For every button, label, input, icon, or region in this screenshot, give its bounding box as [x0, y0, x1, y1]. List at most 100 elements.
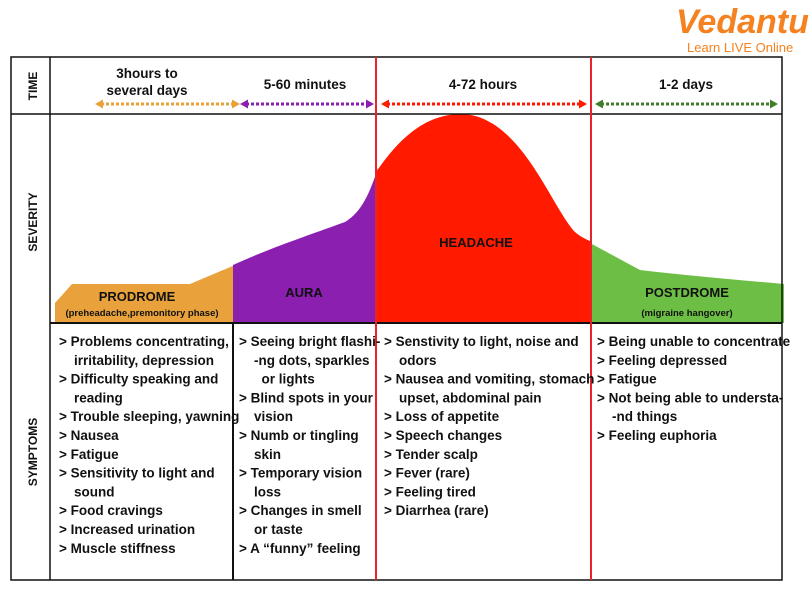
- symptom-line: or lights: [239, 372, 315, 387]
- symptom-line: sound: [59, 484, 115, 499]
- symptom-line: skin: [239, 447, 281, 462]
- time-label-postdrome: 1-2 days: [659, 77, 713, 92]
- symptom-item: > Problems concentrating, irritability, …: [59, 334, 229, 368]
- time-arrow-postdrome: [595, 99, 778, 109]
- outer-border: [10, 56, 783, 581]
- phase-title-headache: HEADACHE: [439, 235, 513, 250]
- symptom-item: > Feeling euphoria: [597, 428, 717, 443]
- symptom-item: > Difficulty speaking and reading: [59, 372, 218, 406]
- time-arrow-head-left: [595, 99, 603, 109]
- symptom-line: odors: [384, 353, 437, 368]
- symptom-item: > Nausea: [59, 428, 119, 443]
- symptom-item: > Increased urination: [59, 522, 195, 537]
- time-label-line: 1-2 days: [659, 77, 713, 92]
- symptom-line: > Feeling depressed: [597, 353, 727, 368]
- time-label-line: 5-60 minutes: [264, 77, 347, 92]
- symptom-line: > Blind spots in your: [239, 390, 374, 405]
- symptom-item: > Fatigue: [597, 372, 657, 387]
- symptom-line: > Senstivity to light, noise and: [384, 334, 579, 349]
- symptom-line: loss: [239, 484, 281, 499]
- symptom-line: > Food cravings: [59, 503, 163, 518]
- symptom-item: > Being unable to concentrate: [597, 334, 791, 349]
- vedantu-logo: Vedantu Learn LIVE Online: [676, 3, 809, 55]
- symptom-item: > Changes in smell or taste: [239, 503, 362, 537]
- symptom-line: > Problems concentrating,: [59, 334, 229, 349]
- symptom-item: > Trouble sleeping, yawning: [59, 409, 239, 424]
- symptom-item: > Tender scalp: [384, 447, 478, 462]
- symptom-item: > Diarrhea (rare): [384, 503, 489, 518]
- symptom-item: > Sensitivity to light and sound: [59, 466, 215, 500]
- symptom-line: > Seeing bright flashi-: [239, 334, 380, 349]
- symptom-line: > Changes in smell: [239, 503, 362, 518]
- symptom-list-postdrome: > Being unable to concentrate > Feeling d…: [597, 334, 791, 443]
- symptom-line: > Muscle stiffness: [59, 541, 176, 556]
- symptom-line: > Not being able to understa-: [597, 390, 783, 405]
- row-labels: TIME SEVERITY SYMPTOMS: [26, 72, 40, 487]
- symptom-line: > Nausea and vomiting, stomach: [384, 372, 594, 387]
- logo-tagline: Learn LIVE Online: [687, 40, 793, 55]
- symptom-line: > Feeling euphoria: [597, 428, 717, 443]
- time-label-aura: 5-60 minutes: [264, 77, 347, 92]
- phase-title-aura: AURA: [285, 285, 323, 300]
- symptom-line: > Trouble sleeping, yawning: [59, 409, 239, 424]
- symptom-line: or taste: [239, 522, 303, 537]
- symptom-line: > A “funny” feeling: [239, 541, 361, 556]
- symptom-item: > Senstivity to light, noise and odors: [384, 334, 579, 368]
- symptom-item: > Seeing bright flashi- -ng dots, sparkl…: [239, 334, 380, 387]
- headache-boundaries: [375, 57, 592, 580]
- time-arrow-head-right: [770, 99, 778, 109]
- symptom-line: > Speech changes: [384, 428, 502, 443]
- symptom-line: > Loss of appetite: [384, 409, 500, 424]
- time-arrow-head-left: [95, 99, 103, 109]
- symptom-list-headache: > Senstivity to light, noise and odors> …: [384, 334, 594, 518]
- postdrome-severity-shape: [590, 243, 784, 323]
- logo-name: Vedantu: [676, 3, 809, 41]
- symptom-list-aura: > Seeing bright flashi- -ng dots, sparkl…: [239, 334, 380, 556]
- time-label-headache: 4-72 hours: [449, 77, 517, 92]
- phase-title-prodrome: PRODROME: [99, 289, 176, 304]
- symptom-line: > Feeling tired: [384, 484, 476, 499]
- symptom-line: > Sensitivity to light and: [59, 466, 215, 481]
- time-arrow-head-right: [579, 99, 587, 109]
- symptom-line: -ng dots, sparkles: [239, 353, 370, 368]
- symptom-line: irritability, depression: [59, 353, 214, 368]
- symptom-item: > Muscle stiffness: [59, 541, 176, 556]
- table-frame: [10, 56, 783, 581]
- time-row: 3hours to several days 5-60 minutes 4-72 …: [95, 66, 778, 109]
- symptom-item: > A “funny” feeling: [239, 541, 361, 556]
- phase-title-postdrome: POSTDROME: [645, 285, 729, 300]
- symptom-item: > Loss of appetite: [384, 409, 500, 424]
- symptom-item: > Food cravings: [59, 503, 163, 518]
- symptom-item: > Temporary vision loss: [239, 466, 362, 500]
- row-label-severity: SEVERITY: [26, 192, 40, 251]
- symptom-item: > Feeling tired: [384, 484, 476, 499]
- symptom-line: > Being unable to concentrate: [597, 334, 791, 349]
- symptoms-row: > Problems concentrating, irritability, …: [59, 334, 791, 556]
- severity-curve: [55, 114, 784, 323]
- time-arrow-head-right: [366, 99, 374, 109]
- time-arrow-prodrome: [95, 99, 240, 109]
- symptom-line: > Difficulty speaking and: [59, 372, 218, 387]
- symptom-line: vision: [239, 409, 293, 424]
- symptom-line: > Fatigue: [597, 372, 657, 387]
- symptom-item: > Feeling depressed: [597, 353, 727, 368]
- time-arrow-head-left: [381, 99, 389, 109]
- headache-severity-shape: [376, 114, 592, 323]
- symptom-line: > Temporary vision: [239, 466, 362, 481]
- symptom-item: > Speech changes: [384, 428, 502, 443]
- aura-severity-shape: [233, 168, 378, 323]
- time-label-prodrome: 3hours to several days: [106, 66, 187, 98]
- time-label-line: 3hours to: [116, 66, 178, 81]
- symptom-item: > Blind spots in your vision: [239, 390, 374, 424]
- symptom-item: > Fever (rare): [384, 466, 470, 481]
- time-arrow-aura: [240, 99, 374, 109]
- time-arrow-head-right: [232, 99, 240, 109]
- symptom-item: > Fatigue: [59, 447, 119, 462]
- symptom-line: > Tender scalp: [384, 447, 478, 462]
- symptom-line: upset, abdominal pain: [384, 390, 542, 405]
- phase-labels: PRODROME (preheadache,premonitory phase)…: [65, 235, 732, 319]
- symptom-line: reading: [59, 390, 123, 405]
- time-label-line: 4-72 hours: [449, 77, 517, 92]
- time-arrow-head-left: [240, 99, 248, 109]
